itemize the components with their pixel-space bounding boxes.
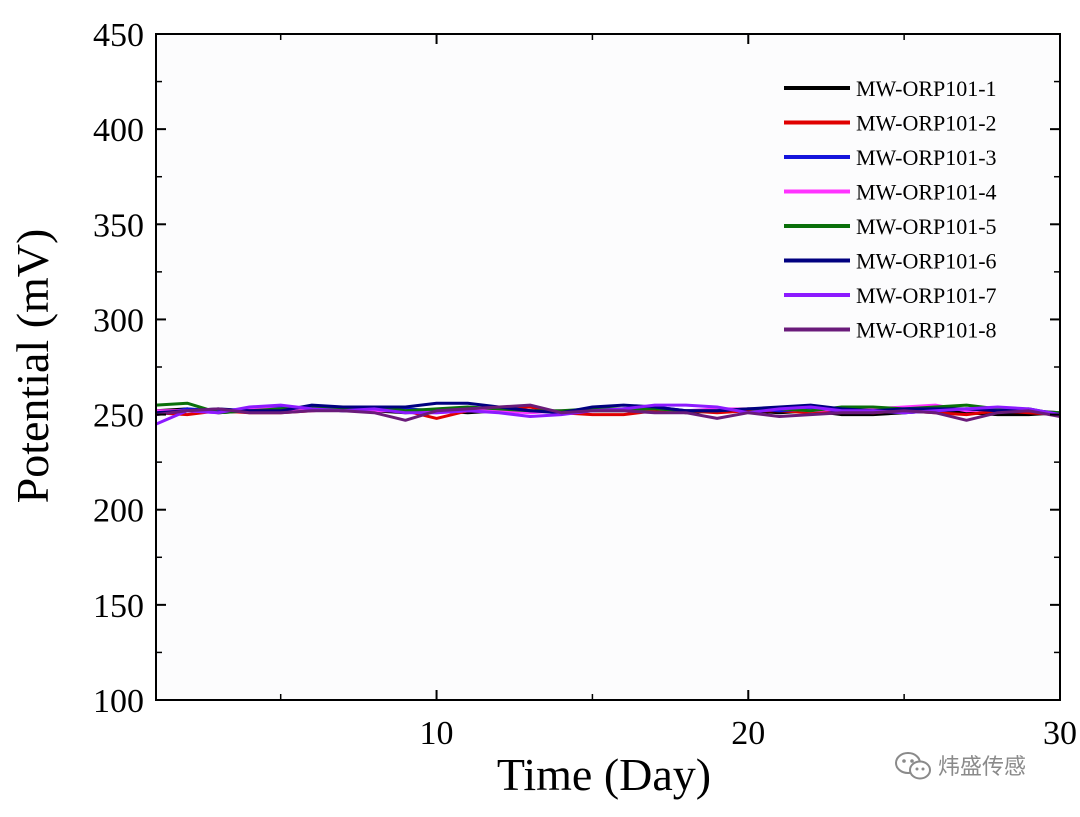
series-line-6 [155,401,1061,417]
y-tick-label: 300 [93,302,144,339]
x-axis-title: Time (Day) [497,749,711,800]
plot-area [156,34,1060,700]
legend-label: MW-ORP101-6 [856,249,997,274]
axes: 100 150 200 250 300 350 400 450 10 20 30 [93,17,1077,752]
y-tick-label: 100 [93,683,144,720]
legend-item: MW-ORP101-6 [784,249,997,274]
legend-label: MW-ORP101-4 [856,180,997,205]
x-tick-label: 20 [731,715,765,752]
y-tick-label: 450 [93,17,144,54]
legend-label: MW-ORP101-7 [856,283,997,308]
legend-item: MW-ORP101-3 [784,145,997,170]
legend-item: MW-ORP101-8 [784,318,997,343]
y-tick-label: 400 [93,112,144,149]
series-line-8 [155,403,1061,422]
legend-item: MW-ORP101-5 [784,214,997,239]
y-tick-label: 150 [93,588,144,625]
legend-item: MW-ORP101-1 [784,76,997,101]
y-tick-label: 250 [93,398,144,435]
watermark: 炜盛传感 [895,752,1026,780]
legend-label: MW-ORP101-8 [856,318,997,343]
legend: MW-ORP101-1 MW-ORP101-2 MW-ORP101-3 MW-ORP1… [784,76,997,343]
legend-label: MW-ORP101-5 [856,214,997,239]
y-tick-label: 350 [93,207,144,244]
y-axis-title: Potential (mV) [7,229,58,504]
legend-label: MW-ORP101-3 [856,145,997,170]
legend-label: MW-ORP101-1 [856,76,997,101]
x-tick-label: 10 [420,715,454,752]
series-group [155,401,1061,426]
legend-item: MW-ORP101-7 [784,283,997,308]
wechat-icon [895,752,931,780]
watermark-text: 炜盛传感 [938,755,1026,780]
y-tick-label: 200 [93,493,144,530]
legend-item: MW-ORP101-4 [784,180,997,205]
x-tick-label: 30 [1043,715,1077,752]
legend-item: MW-ORP101-2 [784,111,997,136]
legend-label: MW-ORP101-2 [856,111,997,136]
